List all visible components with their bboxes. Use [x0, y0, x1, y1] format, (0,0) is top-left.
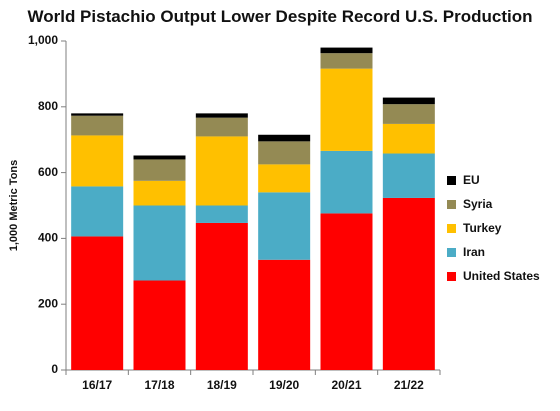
bar-segment: [320, 213, 373, 370]
legend-swatch: [447, 176, 456, 185]
bars: [71, 47, 435, 370]
bar-segment: [195, 113, 248, 118]
bar-segment: [258, 192, 311, 260]
x-tick-label: 20/21: [331, 378, 361, 392]
bar-segment: [320, 47, 373, 54]
legend-label: Iran: [463, 245, 485, 259]
y-tick-label: 600: [38, 165, 58, 179]
bar-segment: [382, 123, 435, 154]
bar-segment: [320, 53, 373, 69]
bar-segment: [382, 97, 435, 105]
legend-label: EU: [463, 173, 480, 187]
bar-segment: [133, 205, 186, 281]
y-axis-label: 1,000 Metric Tons: [8, 160, 20, 252]
y-tick-label: 200: [38, 296, 58, 310]
x-tick-label: 21/22: [394, 378, 424, 392]
legend-swatch: [447, 248, 456, 257]
legend-label: Turkey: [463, 221, 502, 235]
bar-segment: [258, 134, 311, 142]
bar-segment: [71, 186, 124, 237]
bar-segment: [133, 159, 186, 181]
y-tick-label: 1,000: [28, 33, 58, 47]
bar-segment: [258, 141, 311, 165]
bar-segment: [195, 222, 248, 370]
bar-segment: [258, 164, 311, 193]
x-tick-label: 16/17: [82, 378, 112, 392]
legend-label: United States: [463, 269, 540, 283]
bar-segment: [382, 197, 435, 370]
bar-segment: [133, 180, 186, 206]
x-tick-label: 18/19: [207, 378, 237, 392]
bar-segment: [133, 280, 186, 370]
bar-segment: [382, 153, 435, 198]
bar-segment: [320, 68, 373, 151]
bar-segment: [195, 136, 248, 206]
legend-swatch: [447, 224, 456, 233]
y-tick-label: 800: [38, 99, 58, 113]
bar-segment: [258, 259, 311, 370]
bar-segment: [195, 117, 248, 137]
x-tick-label: 17/18: [144, 378, 174, 392]
legend-swatch: [447, 272, 456, 281]
legend-swatch: [447, 200, 456, 209]
bar-segment: [71, 115, 124, 136]
x-tick-label: 19/20: [269, 378, 299, 392]
y-tick-label: 400: [38, 231, 58, 245]
bar-segment: [320, 150, 373, 214]
bar-segment: [195, 205, 248, 223]
bar-segment: [71, 135, 124, 187]
legend: EU Syria Turkey Iran United States: [447, 173, 540, 283]
y-tick-label: 0: [51, 362, 58, 376]
bar-segment: [382, 104, 435, 124]
bar-segment: [71, 236, 124, 370]
bar-segment: [133, 155, 186, 160]
bar-segment: [71, 113, 124, 116]
chart-title: World Pistachio Output Lower Despite Rec…: [27, 7, 532, 26]
legend-label: Syria: [463, 197, 493, 211]
axes: 0 200 400 600 800 1,000 16/17 17/18 18/19 19/20 20…: [28, 33, 441, 392]
